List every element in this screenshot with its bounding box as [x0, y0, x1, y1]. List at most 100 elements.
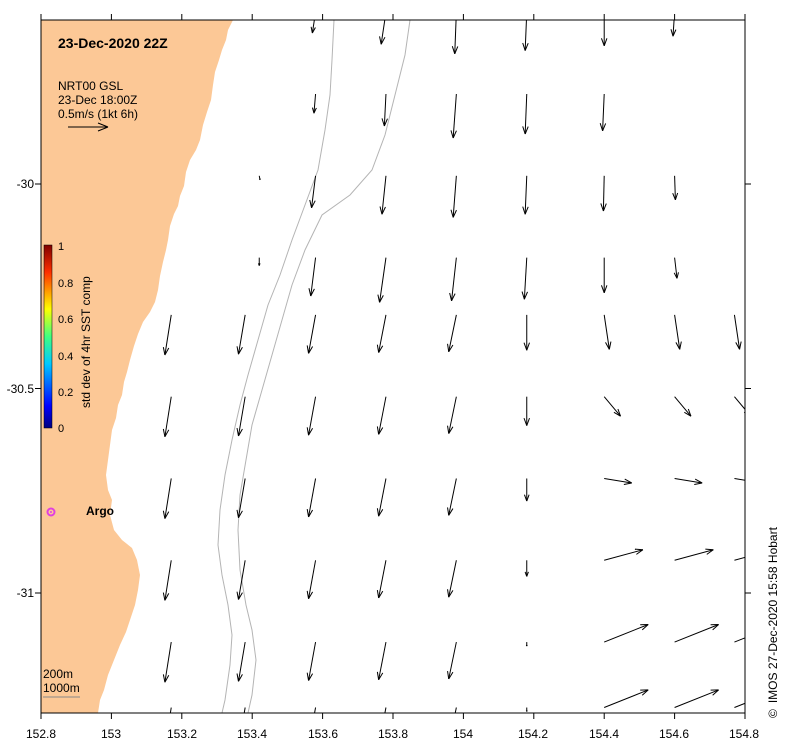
current-vector: [447, 314, 457, 353]
current-vector: [306, 314, 317, 354]
coastline-land: [41, 20, 233, 713]
colorbar-tick: 0.4: [58, 351, 73, 363]
current-vector: [449, 257, 457, 302]
current-vector: [257, 257, 261, 266]
current-vector: [674, 314, 682, 350]
current-vector: [674, 623, 719, 643]
current-vector: [734, 477, 745, 481]
time-label: 23-Dec 18:00Z: [58, 93, 137, 107]
y-tick-label: -30.5: [7, 382, 35, 396]
axis-ticks: [35, 14, 751, 719]
current-vector: [521, 257, 528, 300]
current-vector: [376, 560, 387, 599]
copyright-symbol: ©: [766, 709, 780, 718]
current-vector: [306, 396, 317, 436]
x-axis-tick-labels: 152.8 153 153.2 153.4 153.6 153.8 154 15…: [26, 727, 759, 741]
scale-label: 0.5m/s (1kt 6h): [58, 107, 138, 121]
current-vector: [447, 641, 457, 680]
current-vector: [674, 689, 719, 708]
current-vector: [162, 396, 172, 438]
current-vector: [603, 396, 621, 417]
current-vector: [674, 477, 703, 485]
depth-label-1000m: 1000m: [43, 681, 80, 695]
colorbar-tick: 0.8: [58, 278, 73, 290]
current-vector: [376, 396, 387, 435]
colorbar-tick: 0.2: [58, 387, 73, 399]
current-vector: [236, 560, 246, 600]
current-vector: [381, 93, 388, 127]
current-vector: [674, 548, 714, 561]
colorbar-tick: 0.6: [58, 314, 73, 326]
x-tick-label: 153.2: [167, 727, 197, 741]
current-vector: [599, 93, 607, 132]
current-vector: [447, 478, 457, 516]
current-vector: [447, 560, 457, 598]
current-vector: [162, 642, 172, 683]
current-vector: [600, 175, 607, 212]
x-tick-label: 153.4: [237, 727, 267, 741]
colorbar-tick: 0: [58, 423, 64, 435]
product-label: NRT00 GSL: [58, 79, 123, 93]
current-vector: [309, 175, 317, 209]
x-tick-label: 154.8: [729, 727, 759, 741]
current-vector: [379, 20, 386, 45]
sst-cell: [628, 4, 636, 12]
x-tick-label: 153.6: [308, 727, 338, 741]
current-vector: [734, 637, 745, 643]
current-vector: [733, 314, 742, 350]
colorbar-tick-labels: 1 0.8 0.6 0.4 0.2 0: [58, 241, 73, 435]
current-vector: [734, 702, 745, 708]
sst-std-dev-cells: [600, 0, 714, 16]
current-vector: [603, 314, 612, 350]
current-vector: [450, 93, 457, 139]
scale-arrow: [68, 122, 109, 132]
current-vector: [524, 560, 529, 577]
credit-text: © IMOS 27-Dec-2020 15:58 Hobart: [766, 526, 780, 718]
current-vector: [600, 257, 608, 293]
x-tick-label: 153.8: [378, 727, 408, 741]
current-vector: [311, 93, 317, 114]
current-vector: [523, 478, 530, 502]
current-vector: [236, 641, 246, 682]
current-vector: [451, 20, 459, 55]
x-tick-label: 154.6: [659, 727, 689, 741]
depth-contour-200m: [217, 20, 335, 713]
current-vector: [734, 556, 745, 561]
current-vector: [162, 560, 172, 601]
current-vector: [525, 642, 528, 647]
current-vector: [523, 396, 530, 426]
current-vector: [600, 20, 608, 46]
current-vector: [670, 20, 677, 37]
map-title: 23-Dec-2020 22Z: [58, 35, 168, 51]
current-vector: [523, 314, 530, 351]
current-vector: [162, 478, 172, 519]
current-vector: [604, 689, 649, 708]
x-tick-label: 153: [101, 727, 121, 741]
current-vector: [673, 257, 679, 279]
current-vector: [236, 314, 246, 355]
sst-cell: [642, 4, 650, 12]
current-vectors: [162, 20, 745, 713]
current-vector: [379, 175, 387, 215]
depth-label-200m: 200m: [43, 667, 73, 681]
current-vector: [674, 396, 692, 417]
current-vector: [447, 396, 457, 434]
x-tick-label: 152.8: [26, 727, 56, 741]
argo-label: Argo: [86, 504, 114, 518]
x-tick-label: 154: [453, 727, 473, 741]
current-vector: [306, 478, 317, 518]
current-vector: [377, 257, 387, 303]
current-vector: [258, 175, 261, 181]
current-vector: [522, 175, 529, 215]
current-vector: [376, 641, 387, 681]
x-tick-label: 154.2: [518, 727, 548, 741]
current-vector: [236, 478, 246, 519]
x-tick-label: 154.4: [589, 727, 619, 741]
colorbar-tick: 1: [58, 241, 64, 253]
argo-float-marker: [46, 507, 56, 517]
current-vector: [604, 623, 649, 643]
colorbar: [43, 244, 53, 429]
current-vector: [376, 314, 387, 353]
current-vector: [604, 477, 632, 485]
